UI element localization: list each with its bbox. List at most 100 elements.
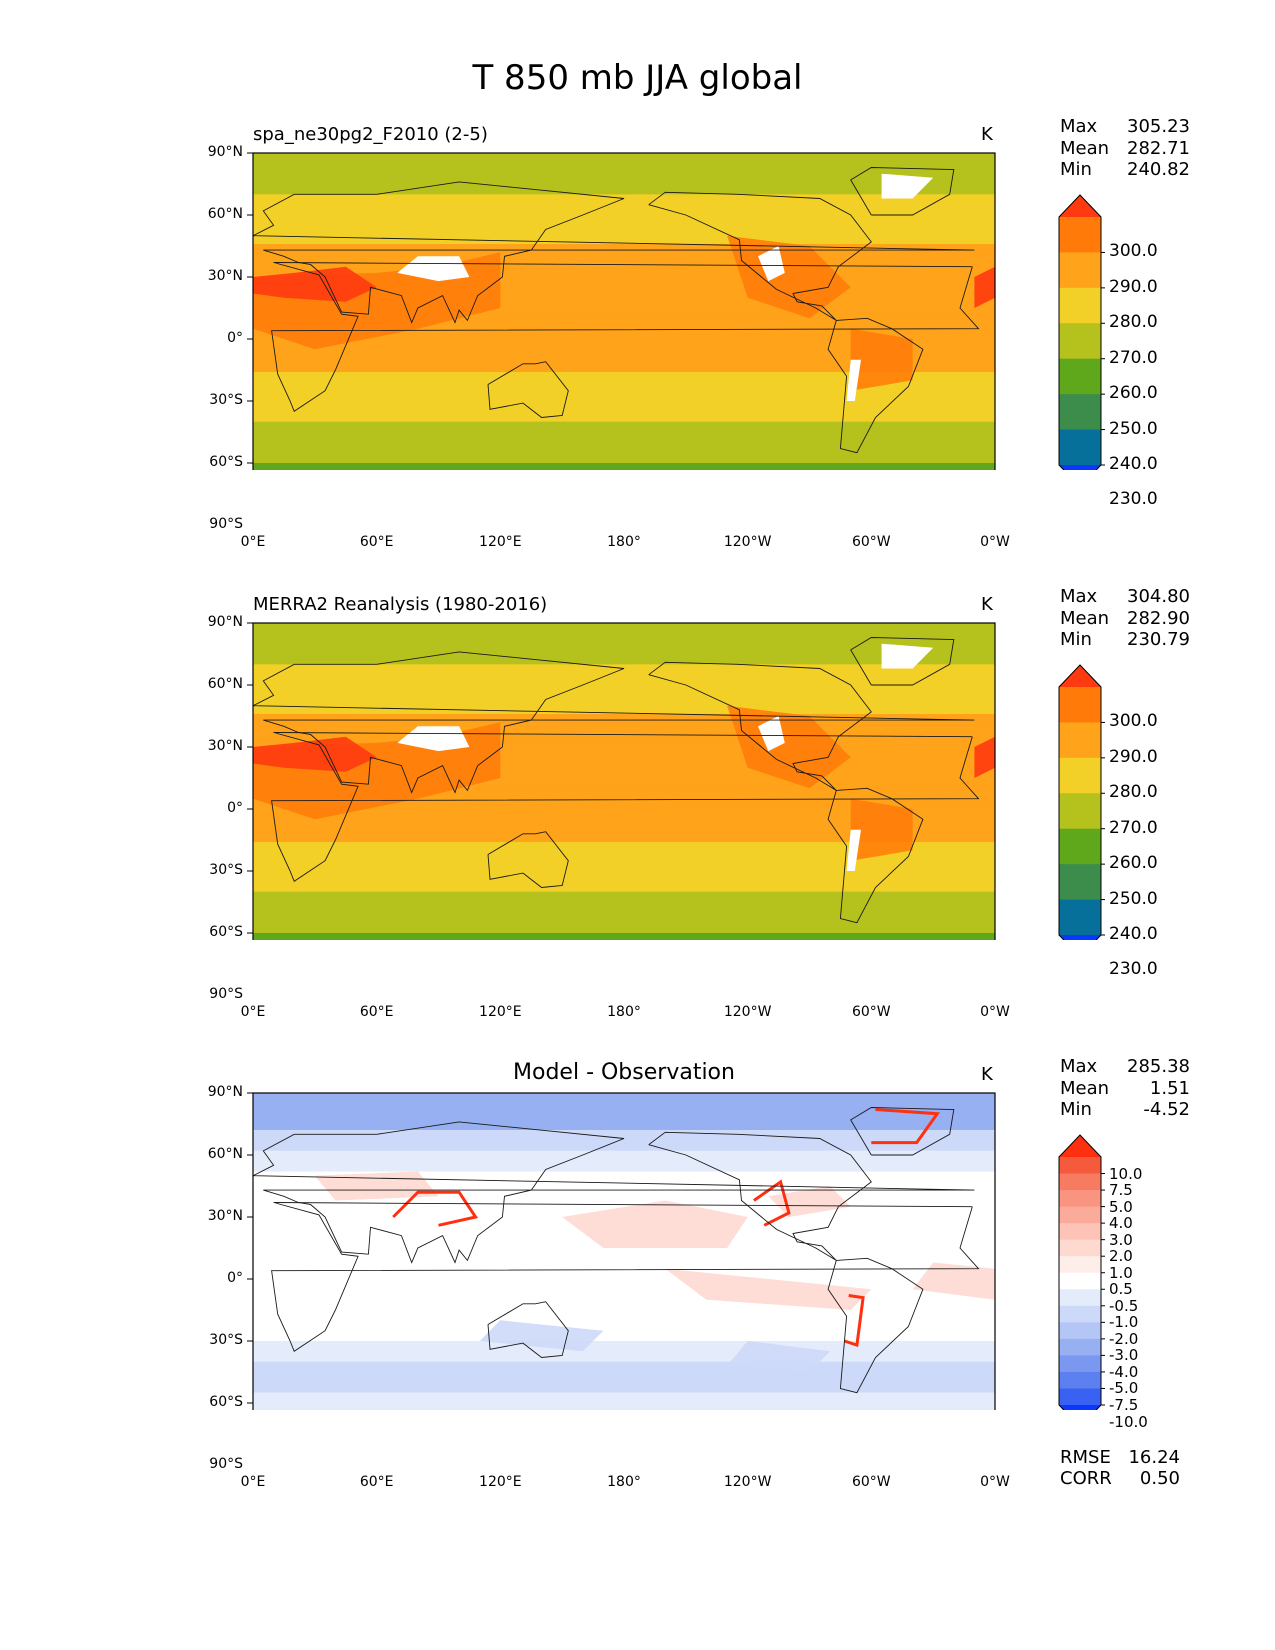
colorbar-segment	[1059, 687, 1101, 723]
colorbar-label: -7.5	[1109, 1396, 1139, 1414]
coastline	[648, 1131, 872, 1261]
x-tick-label: 60°E	[359, 1474, 394, 1490]
field-band	[253, 891, 995, 897]
y-tick-label: 30°N	[207, 1208, 243, 1224]
field-band	[253, 330, 995, 336]
panel-title: spa_ne30pg2_F2010 (2-5)	[253, 124, 488, 145]
field-band	[253, 359, 995, 365]
field-band	[253, 862, 995, 868]
field-band	[253, 742, 995, 748]
field-band	[253, 256, 995, 262]
field-band	[253, 883, 995, 889]
y-tick-label: 90°S	[209, 986, 243, 1002]
y-tick-label: 60°S	[209, 924, 243, 940]
x-tick-label: 0°W	[980, 1004, 1010, 1020]
field-band	[253, 181, 995, 187]
colorbar-segment	[1059, 1338, 1101, 1356]
field-band	[253, 784, 995, 789]
colorbar-label: 1.0	[1109, 1263, 1133, 1282]
field-band	[253, 693, 995, 698]
field-band	[253, 668, 995, 674]
field-band	[253, 401, 995, 406]
stats-block: Max 305.23 Mean 282.71 Min 240.82	[1060, 116, 1190, 181]
map-field	[253, 1093, 995, 1410]
field-band	[253, 709, 995, 715]
field-band	[253, 417, 995, 423]
colorbar-segment	[1059, 1388, 1101, 1406]
field-band	[253, 227, 995, 233]
metric-value: 0.50	[1139, 1468, 1180, 1489]
field-band	[253, 676, 995, 682]
field-band	[253, 384, 995, 390]
colorbar-label: 250.0	[1109, 888, 1158, 909]
field-band	[253, 169, 995, 175]
field-band	[253, 701, 995, 707]
field-band	[253, 277, 995, 282]
colorbar-label: -4.0	[1109, 1362, 1139, 1381]
field-band	[253, 450, 995, 456]
negative-anomaly	[479, 1320, 604, 1352]
warm-region	[727, 235, 851, 319]
map-plot	[247, 622, 1105, 940]
y-tick-label: 90°N	[207, 144, 243, 160]
field-band	[253, 206, 995, 212]
field-band	[253, 763, 995, 769]
field-band	[253, 1093, 995, 1131]
stat-label: Min	[1060, 629, 1092, 650]
colorbar-label: -3.0	[1109, 1346, 1139, 1365]
colorbar-label: 290.0	[1109, 746, 1158, 767]
field-band	[253, 194, 995, 200]
x-tick-label: 120°W	[723, 1004, 772, 1020]
field-band	[253, 463, 995, 468]
colorbar-label: -0.5	[1109, 1296, 1139, 1315]
metric-value: 16.24	[1128, 1447, 1180, 1468]
colorbar-extend-min	[1059, 1405, 1101, 1410]
field-band	[253, 264, 995, 270]
field-band	[253, 623, 995, 628]
field-band	[253, 879, 995, 884]
field-band	[253, 334, 995, 340]
field-band	[253, 367, 995, 373]
colorbar-label: -10.0	[1109, 1412, 1148, 1431]
field-band	[253, 928, 995, 934]
y-tick-label: 30°N	[207, 738, 243, 754]
colorbar-segment	[1059, 358, 1101, 395]
colorbar-label: -1.0	[1109, 1313, 1139, 1332]
field-band	[253, 631, 995, 636]
field-band	[253, 231, 995, 237]
coastline	[271, 262, 980, 412]
colorbar-label: 250.0	[1109, 418, 1158, 439]
field-band	[253, 442, 995, 448]
field-band	[253, 647, 995, 653]
field-band	[253, 916, 995, 922]
panel-title: Model - Observation	[513, 1060, 735, 1085]
stat-row: Max 305.23	[1060, 116, 1190, 138]
high-terrain-contour	[844, 1294, 865, 1348]
x-tick-label: 120°E	[479, 1474, 522, 1490]
stat-row: Min 230.79	[1060, 629, 1190, 651]
colorbar-segment	[1059, 323, 1101, 360]
coastline	[253, 651, 975, 794]
x-tick-label: 0°W	[980, 1474, 1010, 1490]
field-band	[253, 289, 995, 295]
stat-value: 285.38	[1127, 1056, 1190, 1077]
hot-region	[974, 736, 995, 778]
y-tick-label: 30°S	[209, 392, 243, 408]
field-band	[253, 243, 995, 249]
stat-value: 282.71	[1127, 137, 1190, 159]
field-band	[253, 825, 995, 831]
x-tick-label: 0°E	[240, 1474, 266, 1490]
field-band	[253, 1361, 995, 1393]
field-band	[253, 376, 995, 381]
field-band	[253, 713, 995, 719]
field-band	[253, 837, 995, 843]
field-band	[253, 467, 995, 470]
field-band	[253, 887, 995, 893]
colorbar-label: 7.5	[1109, 1181, 1133, 1200]
x-tick-label: 60°E	[359, 1004, 394, 1020]
field-band	[253, 738, 995, 744]
missing-data-region	[846, 359, 861, 401]
stat-row: Mean 1.51	[1060, 1078, 1190, 1100]
colorbar-segment	[1059, 828, 1101, 865]
field-band	[253, 829, 995, 835]
